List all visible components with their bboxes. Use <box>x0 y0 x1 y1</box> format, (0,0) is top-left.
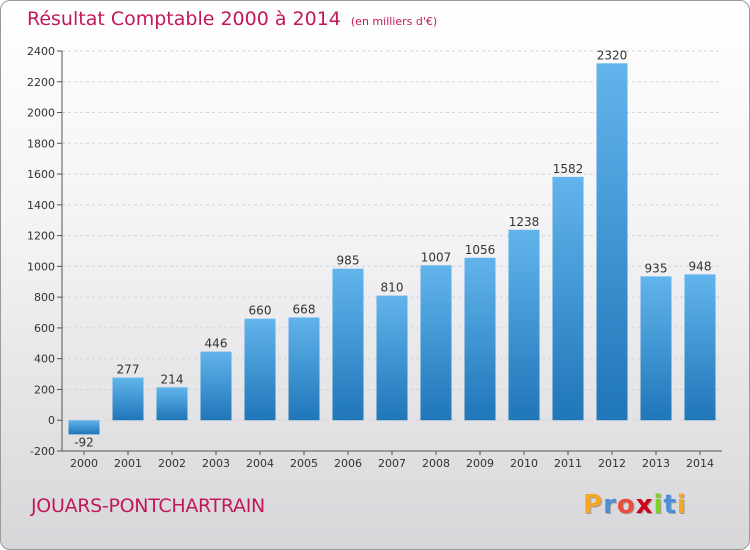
y-tick-label: 2400 <box>27 45 55 58</box>
title-text: Résultat Comptable 2000 à 2014 <box>27 8 341 30</box>
data-label-2001: 277 <box>117 363 140 377</box>
data-label-2000: -92 <box>74 435 94 449</box>
chart-title: Résultat Comptable 2000 à 2014 (en millie… <box>27 8 437 30</box>
y-tick-label: 0 <box>48 414 55 427</box>
data-label-2013: 935 <box>645 261 668 275</box>
x-tick-label: 2001 <box>114 457 142 470</box>
y-tick-label: 400 <box>34 353 55 366</box>
bar-2005 <box>288 317 320 421</box>
bar-2006 <box>332 268 364 421</box>
x-tick-label: 2012 <box>598 457 626 470</box>
x-tick-label: 2003 <box>202 457 230 470</box>
data-label-2005: 668 <box>293 302 316 316</box>
y-tick-label: 2000 <box>27 107 55 120</box>
data-label-2007: 810 <box>381 281 404 295</box>
bars <box>68 63 716 435</box>
logo-letter: P <box>583 490 604 520</box>
y-tick-label: 1800 <box>27 137 55 150</box>
y-tick-label: 800 <box>34 291 55 304</box>
y-tick-label: 1400 <box>27 199 55 212</box>
x-tick-label: 2004 <box>246 457 274 470</box>
x-tick-label: 2014 <box>686 457 714 470</box>
x-tick-label: 2000 <box>70 457 98 470</box>
bar-2003 <box>200 351 232 421</box>
x-tick-label: 2010 <box>510 457 538 470</box>
y-tick-label: 1600 <box>27 168 55 181</box>
y-tick-label: 2200 <box>27 76 55 89</box>
x-tick-label: 2002 <box>158 457 186 470</box>
bar-2013 <box>640 276 672 421</box>
data-label-2009: 1056 <box>465 243 496 257</box>
y-tick-label: 600 <box>34 322 55 335</box>
bar-2004 <box>244 318 276 421</box>
x-tick-label: 2005 <box>290 457 318 470</box>
bar-2014 <box>684 274 716 421</box>
x-tick-label: 2009 <box>466 457 494 470</box>
y-tick-label: -200 <box>30 445 55 458</box>
x-tick-label: 2011 <box>554 457 582 470</box>
bar-2011 <box>552 176 584 421</box>
bar-2001 <box>112 377 144 421</box>
logo-letter: i <box>653 490 664 520</box>
data-label-2011: 1582 <box>553 162 584 176</box>
bar-2007 <box>376 295 408 421</box>
y-tick-label: 200 <box>34 383 55 396</box>
x-tick-label: 2007 <box>378 457 406 470</box>
y-tick-label: 1000 <box>27 260 55 273</box>
data-label-2012: 2320 <box>597 48 628 62</box>
x-tick-label: 2008 <box>422 457 450 470</box>
bar-2002 <box>156 387 188 421</box>
logo-letter: i <box>676 490 687 520</box>
logo-letter: o <box>616 490 636 520</box>
commune-name: JOUARS-PONTCHARTRAIN <box>31 495 265 517</box>
logo-letter: r <box>603 490 617 520</box>
proxiti-logo: Proxiti <box>583 490 687 520</box>
x-tick-label: 2006 <box>334 457 362 470</box>
bar-2008 <box>420 265 452 421</box>
data-label-2010: 1238 <box>509 215 540 229</box>
axes: -200 0 200 400 600 800 1000 1200 1400 1600 1800 200… <box>27 45 722 470</box>
data-label-2014: 948 <box>689 259 712 273</box>
data-label-2003: 446 <box>205 337 228 351</box>
data-label-2002: 214 <box>161 372 184 386</box>
bar-2009 <box>464 257 496 421</box>
data-labels: -92 277 214 446 660 668 985 810 1007 1056 1238 1582… <box>74 48 711 449</box>
y-tick-label: 1200 <box>27 230 55 243</box>
data-label-2006: 985 <box>337 254 360 268</box>
bar-2000 <box>68 420 100 435</box>
data-label-2004: 660 <box>249 304 272 318</box>
title-unit: (en milliers d'€) <box>350 15 438 28</box>
bar-2010 <box>508 229 540 421</box>
x-tick-label: 2013 <box>642 457 670 470</box>
bar-2012 <box>596 63 628 421</box>
logo-letter: x <box>635 490 654 520</box>
data-label-2008: 1007 <box>421 250 452 264</box>
logo-letter: t <box>663 490 677 520</box>
